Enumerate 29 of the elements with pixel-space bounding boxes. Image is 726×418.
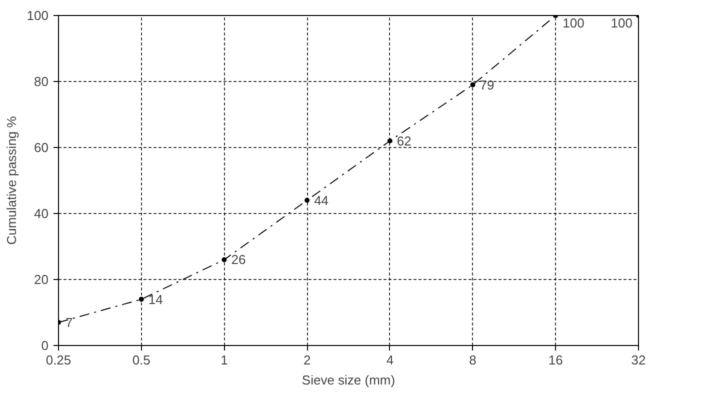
x-tick-label: 2 — [303, 352, 311, 368]
x-tick-label: 4 — [386, 352, 394, 368]
x-tick-label: 8 — [469, 352, 476, 368]
point — [222, 257, 227, 262]
x-tick-label: 16 — [548, 352, 563, 368]
point — [138, 296, 144, 302]
data-label: 100 — [562, 16, 584, 30]
data-label: 44 — [314, 192, 329, 208]
point — [387, 138, 392, 144]
x-axis-title: Sieve size (mm) — [302, 372, 396, 388]
point — [304, 198, 310, 203]
data-label: 7 — [66, 314, 73, 330]
y-axis-title: Cumulative passing % — [4, 116, 19, 245]
x-tick-label: 0.5 — [132, 352, 150, 368]
y-tick-label: 100 — [26, 8, 49, 23]
data-label: 26 — [231, 252, 246, 268]
point — [470, 82, 476, 88]
x-tick-label: 32 — [631, 352, 646, 368]
data-label: 62 — [396, 133, 412, 148]
data-label: 79 — [480, 77, 494, 92]
y-tick-label: 80 — [34, 74, 49, 89]
x-tick-label: 0.25 — [46, 352, 72, 368]
y-tick-label: 20 — [34, 272, 49, 287]
y-tick-label: 40 — [34, 206, 49, 221]
x-tick-label: 1 — [220, 352, 228, 368]
data-label: 100 — [610, 16, 633, 30]
data-label: 14 — [148, 292, 163, 307]
y-tick-label: 60 — [34, 140, 49, 155]
y-tick-label: 0 — [41, 338, 49, 353]
